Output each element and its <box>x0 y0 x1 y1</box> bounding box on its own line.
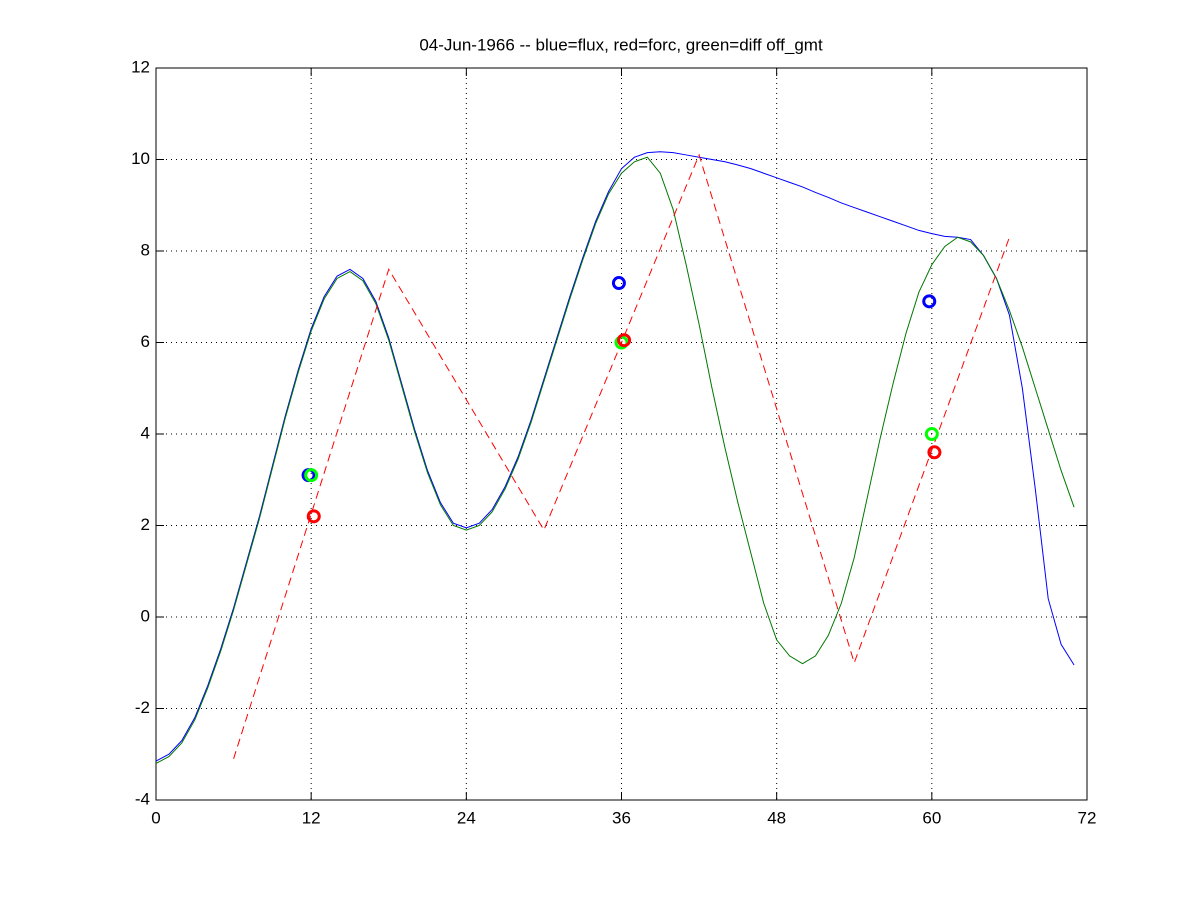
marker <box>611 276 626 291</box>
y-tick-label: 2 <box>141 515 150 534</box>
x-tick-label: 24 <box>457 808 476 827</box>
y-tick-label: 6 <box>141 332 150 351</box>
y-tick-label: 12 <box>131 57 150 76</box>
x-tick-label: 36 <box>612 808 631 827</box>
y-tick-label: 4 <box>141 423 150 442</box>
marker <box>617 333 632 348</box>
y-tick-label: -4 <box>135 789 150 808</box>
marker <box>304 468 319 483</box>
y-tick-label: -2 <box>135 698 150 717</box>
series-line <box>155 151 1075 762</box>
series-line <box>233 153 1010 759</box>
y-tick-label: 8 <box>141 240 150 259</box>
marker <box>306 509 321 524</box>
x-tick-label: 12 <box>302 808 321 827</box>
plot-frame <box>155 67 1088 801</box>
marker <box>924 427 939 441</box>
series-line <box>155 156 1075 764</box>
y-tick-label: 10 <box>131 149 150 168</box>
marker <box>922 294 937 309</box>
chart-title: 04-Jun-1966 -- blue=flux, red=forc, gree… <box>419 35 823 54</box>
x-tick-label: 72 <box>1078 808 1097 827</box>
marker <box>614 335 629 350</box>
marker <box>927 445 942 460</box>
x-tick-label: 0 <box>151 808 160 827</box>
y-tick-label: 0 <box>141 606 150 625</box>
x-tick-label: 60 <box>922 808 941 827</box>
x-tick-label: 48 <box>767 808 786 827</box>
